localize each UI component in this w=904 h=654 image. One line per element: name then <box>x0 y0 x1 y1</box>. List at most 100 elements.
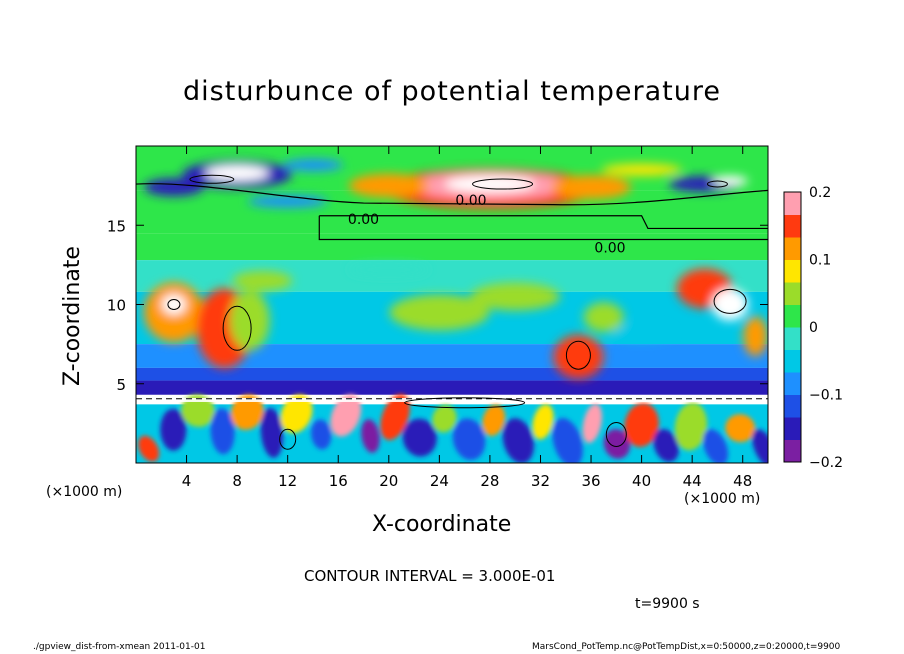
colorbar-tick-label: 0.1 <box>809 253 831 269</box>
field-eddy <box>330 394 362 437</box>
field-band <box>136 367 768 381</box>
field-eddy <box>380 394 410 441</box>
field-eddy <box>138 435 160 462</box>
field-blob <box>348 173 429 198</box>
field-eddy <box>210 408 235 455</box>
field-blob <box>282 159 343 172</box>
field-eddy <box>160 408 187 451</box>
x-tick-label: 20 <box>379 472 398 490</box>
footer-data-source: MarsCond_PotTemp.nc@PotTempDist,x=0:5000… <box>532 642 841 652</box>
field-blob <box>743 316 768 357</box>
colorbar-segment <box>784 372 801 395</box>
field-eddy <box>181 394 215 427</box>
field-eddy <box>532 404 554 440</box>
field-band <box>136 233 768 261</box>
y-axis-label: Z-coordinate <box>60 246 85 386</box>
contour-line <box>167 299 181 310</box>
contour-line <box>279 428 297 450</box>
field-blob <box>470 282 561 311</box>
field-eddy <box>260 407 284 458</box>
field-eddy <box>230 394 264 430</box>
x-tick-label: 24 <box>430 472 449 490</box>
field-inversion <box>136 398 768 402</box>
contour-interval-note: CONTOUR INTERVAL = 3.000E-01 <box>304 567 556 585</box>
field-eddy <box>653 429 680 463</box>
field-eddy <box>752 429 768 463</box>
chart-title: disturbunce of potential temperature <box>183 76 721 107</box>
field-eddy <box>725 414 756 443</box>
field-eddy <box>674 402 708 451</box>
x-tick-label: 12 <box>278 472 297 490</box>
contour-line <box>472 178 534 190</box>
y-tick-label: 5 <box>116 376 126 394</box>
colorbar-segment <box>784 394 801 418</box>
x-tick-label: 48 <box>733 472 752 490</box>
field-blob <box>611 325 672 342</box>
x-tick-label: 36 <box>581 472 600 490</box>
field-eddy <box>482 404 506 436</box>
field-blob <box>601 163 682 176</box>
colorbar-frame <box>783 191 802 463</box>
colorbar-tick-label: 0.2 <box>809 185 831 201</box>
contour-line <box>565 340 591 370</box>
field-band <box>136 344 768 368</box>
contour-zero <box>318 215 768 241</box>
colorbar-tick-label: −0.2 <box>809 455 843 471</box>
y-axis: 5 10 15 <box>107 217 768 394</box>
field-blob <box>389 294 490 331</box>
x-tick-label: 16 <box>329 472 348 490</box>
field-eddy <box>311 419 332 450</box>
footer-script-info: ./gpview_dist-from-xmean 2011-01-01 <box>33 642 206 652</box>
heatmap-field <box>136 146 768 463</box>
field-eddy <box>502 418 535 463</box>
colorbar: 0.2 0.1 0 −0.1 −0.2 <box>783 185 843 471</box>
x-unit-label-left: (×1000 m) <box>46 484 123 500</box>
field-blob <box>444 176 535 193</box>
colorbar-segment <box>784 259 801 283</box>
field-blob <box>583 302 624 333</box>
field-eddy <box>624 403 659 447</box>
field-blob <box>551 175 632 200</box>
colorbar-segment <box>784 304 801 328</box>
contour-line <box>189 174 235 184</box>
field-eddy <box>361 419 380 453</box>
x-unit-label-right: (×1000 m) <box>684 491 761 507</box>
time-label: t=9900 s <box>635 596 700 612</box>
field-eddy <box>552 418 583 463</box>
x-axis: 4 8 12 16 20 24 28 32 36 40 44 48 <box>182 146 752 490</box>
contour-label: 0.00 <box>594 240 625 256</box>
field-eddy <box>402 418 437 457</box>
field-eddy <box>280 394 313 434</box>
field-blob <box>247 195 328 208</box>
contour-line <box>605 421 627 447</box>
y-tick-label: 15 <box>107 217 126 235</box>
field-band <box>136 380 768 395</box>
field-blob <box>348 263 429 276</box>
field-blob <box>553 334 604 379</box>
colorbar-segment <box>784 327 801 350</box>
contour-label: 0.00 <box>348 212 379 228</box>
colorbar-segment <box>784 282 801 305</box>
contour-line <box>713 288 747 314</box>
field-eddy <box>702 429 729 463</box>
colorbar-tick-label: 0 <box>809 320 818 336</box>
colorbar-segment <box>784 237 801 260</box>
x-tick-label: 28 <box>480 472 499 490</box>
contour-lines: 0.00 0.00 0.00 <box>136 174 768 450</box>
colorbar-segment <box>784 349 801 373</box>
x-axis-label: X-coordinate <box>372 512 512 537</box>
field-blob <box>712 288 749 321</box>
field-blob <box>143 178 204 197</box>
x-tick-label: 40 <box>632 472 651 490</box>
contour-line <box>706 180 728 188</box>
y-tick-label: 10 <box>107 297 126 315</box>
x-tick-label: 44 <box>683 472 702 490</box>
field-blob <box>712 175 749 186</box>
colorbar-segment <box>784 439 801 463</box>
colorbar-segment <box>784 214 801 238</box>
contour-label: 0.00 <box>455 193 486 209</box>
field-eddy <box>582 403 603 444</box>
field-blob <box>161 294 186 315</box>
contour-zero <box>319 215 768 230</box>
